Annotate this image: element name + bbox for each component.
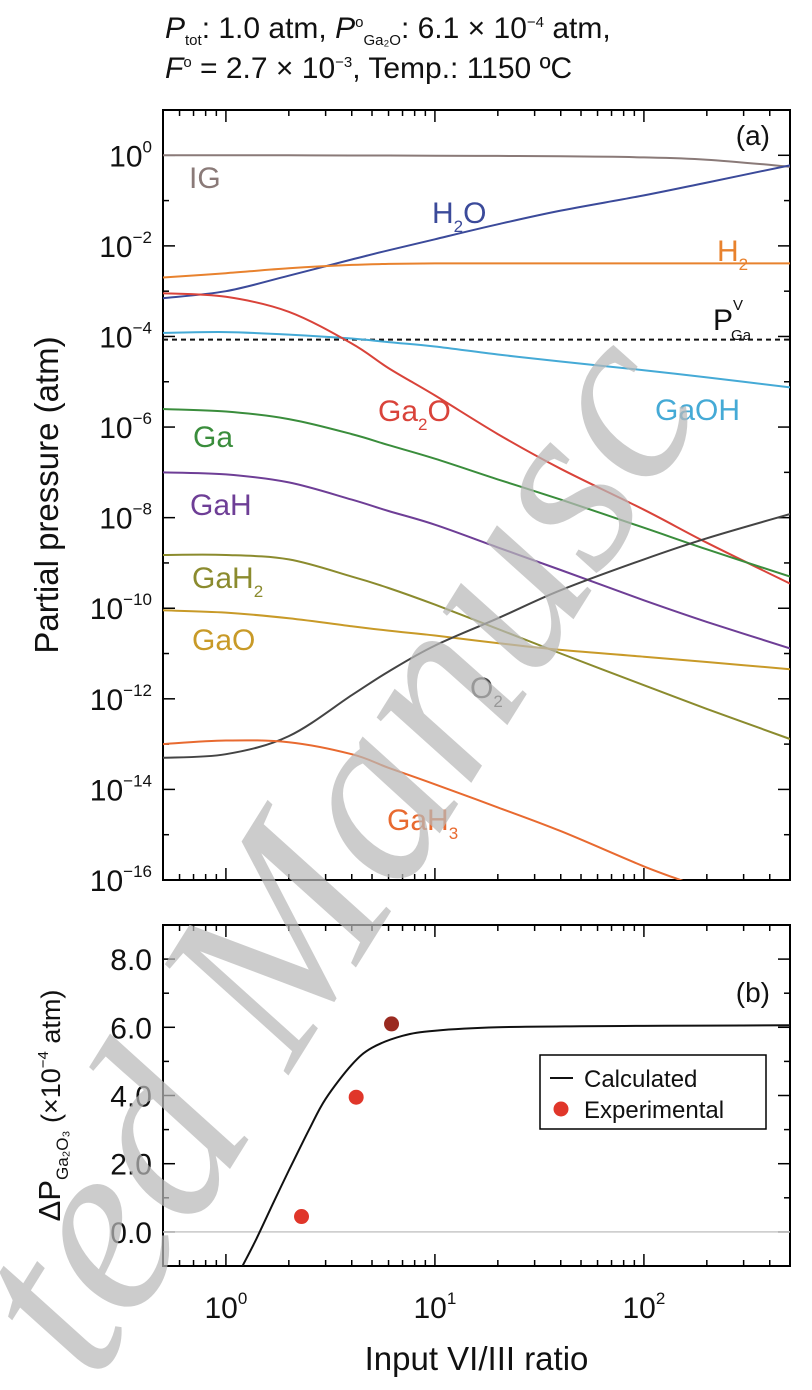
panel-a-label: (a) <box>736 120 770 151</box>
legend-experimental-swatch <box>553 1101 569 1117</box>
experimental-point <box>294 1209 310 1225</box>
series-label-Ga2O: Ga2O <box>378 395 451 434</box>
panel-a-ytick-label: 10−2 <box>99 228 152 264</box>
panel-b-xlabel: Input VI/III ratio <box>365 1340 589 1377</box>
panel-a-frame <box>162 109 791 881</box>
panel-b-ytick-label: 8.0 <box>110 944 152 977</box>
panel-a-ylabel: Partial pressure (atm) <box>28 336 65 653</box>
watermark: ted Manusc <box>0 284 756 1390</box>
series-label-H2: H2 <box>717 235 748 274</box>
panel-a-ytick-label: 10−8 <box>99 500 152 536</box>
watermark-text: ted Manusc <box>0 284 756 1390</box>
series-line-GaH2 <box>163 553 790 740</box>
panel-a-ytick-label: 10−12 <box>90 681 152 717</box>
series-line-H2O <box>163 164 790 300</box>
chart-header-line2: Fo = 2.7 × 10−3, Temp.: 1150 ºC <box>165 52 573 85</box>
series-line-GaO <box>163 609 790 671</box>
series-label-GaH3: GaH3 <box>387 804 458 843</box>
panel-b: 0.0 2.0 4.0 6.0 8.0 100 101 102 Input VI/III rat… <box>32 924 791 1377</box>
panel-b-xtick-label: 102 <box>622 1289 665 1325</box>
panel-b-plot <box>241 1016 790 1266</box>
series-line-GaH3 <box>163 739 684 880</box>
legend-box <box>539 1054 767 1130</box>
series-label-GaH: GaH <box>190 489 252 522</box>
legend-calculated-label: Calculated <box>584 1066 697 1093</box>
panel-b-xtick-label: 100 <box>204 1289 247 1325</box>
series-line-Ga2O <box>163 292 790 585</box>
series-label-GaH2: GaH2 <box>192 562 263 601</box>
panel-b-ytick-label: 0.0 <box>110 1217 152 1250</box>
panel-a: 100 10−2 10−4 10−6 10−8 10−10 10−12 10−14 10−16 P… <box>28 109 791 898</box>
series-line-GaH <box>163 471 790 650</box>
panel-a-ytick-label: 10−16 <box>90 862 152 898</box>
panel-a-ytick-label: 10−10 <box>90 590 152 626</box>
panel-b-ylabel: ΔPGa₂O₃ (×10−4 atm) <box>32 990 72 1222</box>
series-line-GaOH <box>163 331 790 389</box>
series-label-IG: IG <box>189 162 221 195</box>
panel-b-ytick-label: 2.0 <box>110 1149 152 1182</box>
panel-a-ytick-label: 10−4 <box>99 318 152 354</box>
series-label-Ga: Ga <box>193 421 233 454</box>
panel-a-ytick-label: 100 <box>109 137 152 173</box>
legend: Calculated Experimental <box>539 1054 767 1130</box>
series-line-calculated <box>241 1024 790 1266</box>
series-label-PGaV: PV Ga <box>713 297 752 344</box>
series-line-Ga <box>163 408 790 578</box>
series-line-IG <box>163 154 790 168</box>
series-label-H2O: H2O <box>432 197 486 236</box>
experimental-point <box>348 1089 364 1105</box>
chart-header-line1: Ptot: 1.0 atm, PoGa₂O: 6.1 × 10−4 atm, <box>165 12 611 49</box>
panel-b-xtick-label: 101 <box>413 1289 456 1325</box>
panel-b-label: (b) <box>736 977 770 1008</box>
experimental-point <box>384 1016 400 1032</box>
legend-experimental-label: Experimental <box>584 1097 724 1124</box>
panel-b-ytick-label: 6.0 <box>110 1012 152 1045</box>
series-label-GaO: GaO <box>192 624 255 657</box>
panel-a-ytick-label: 10−6 <box>99 409 152 445</box>
series-label-GaOH: GaOH <box>655 394 740 427</box>
series-label-O2: O2 <box>470 672 503 711</box>
panel-a-ytick-label: 10−14 <box>90 771 152 807</box>
panel-a-curves <box>163 154 790 880</box>
panel-b-ytick-label: 4.0 <box>110 1081 152 1114</box>
series-line-H2 <box>163 262 790 279</box>
